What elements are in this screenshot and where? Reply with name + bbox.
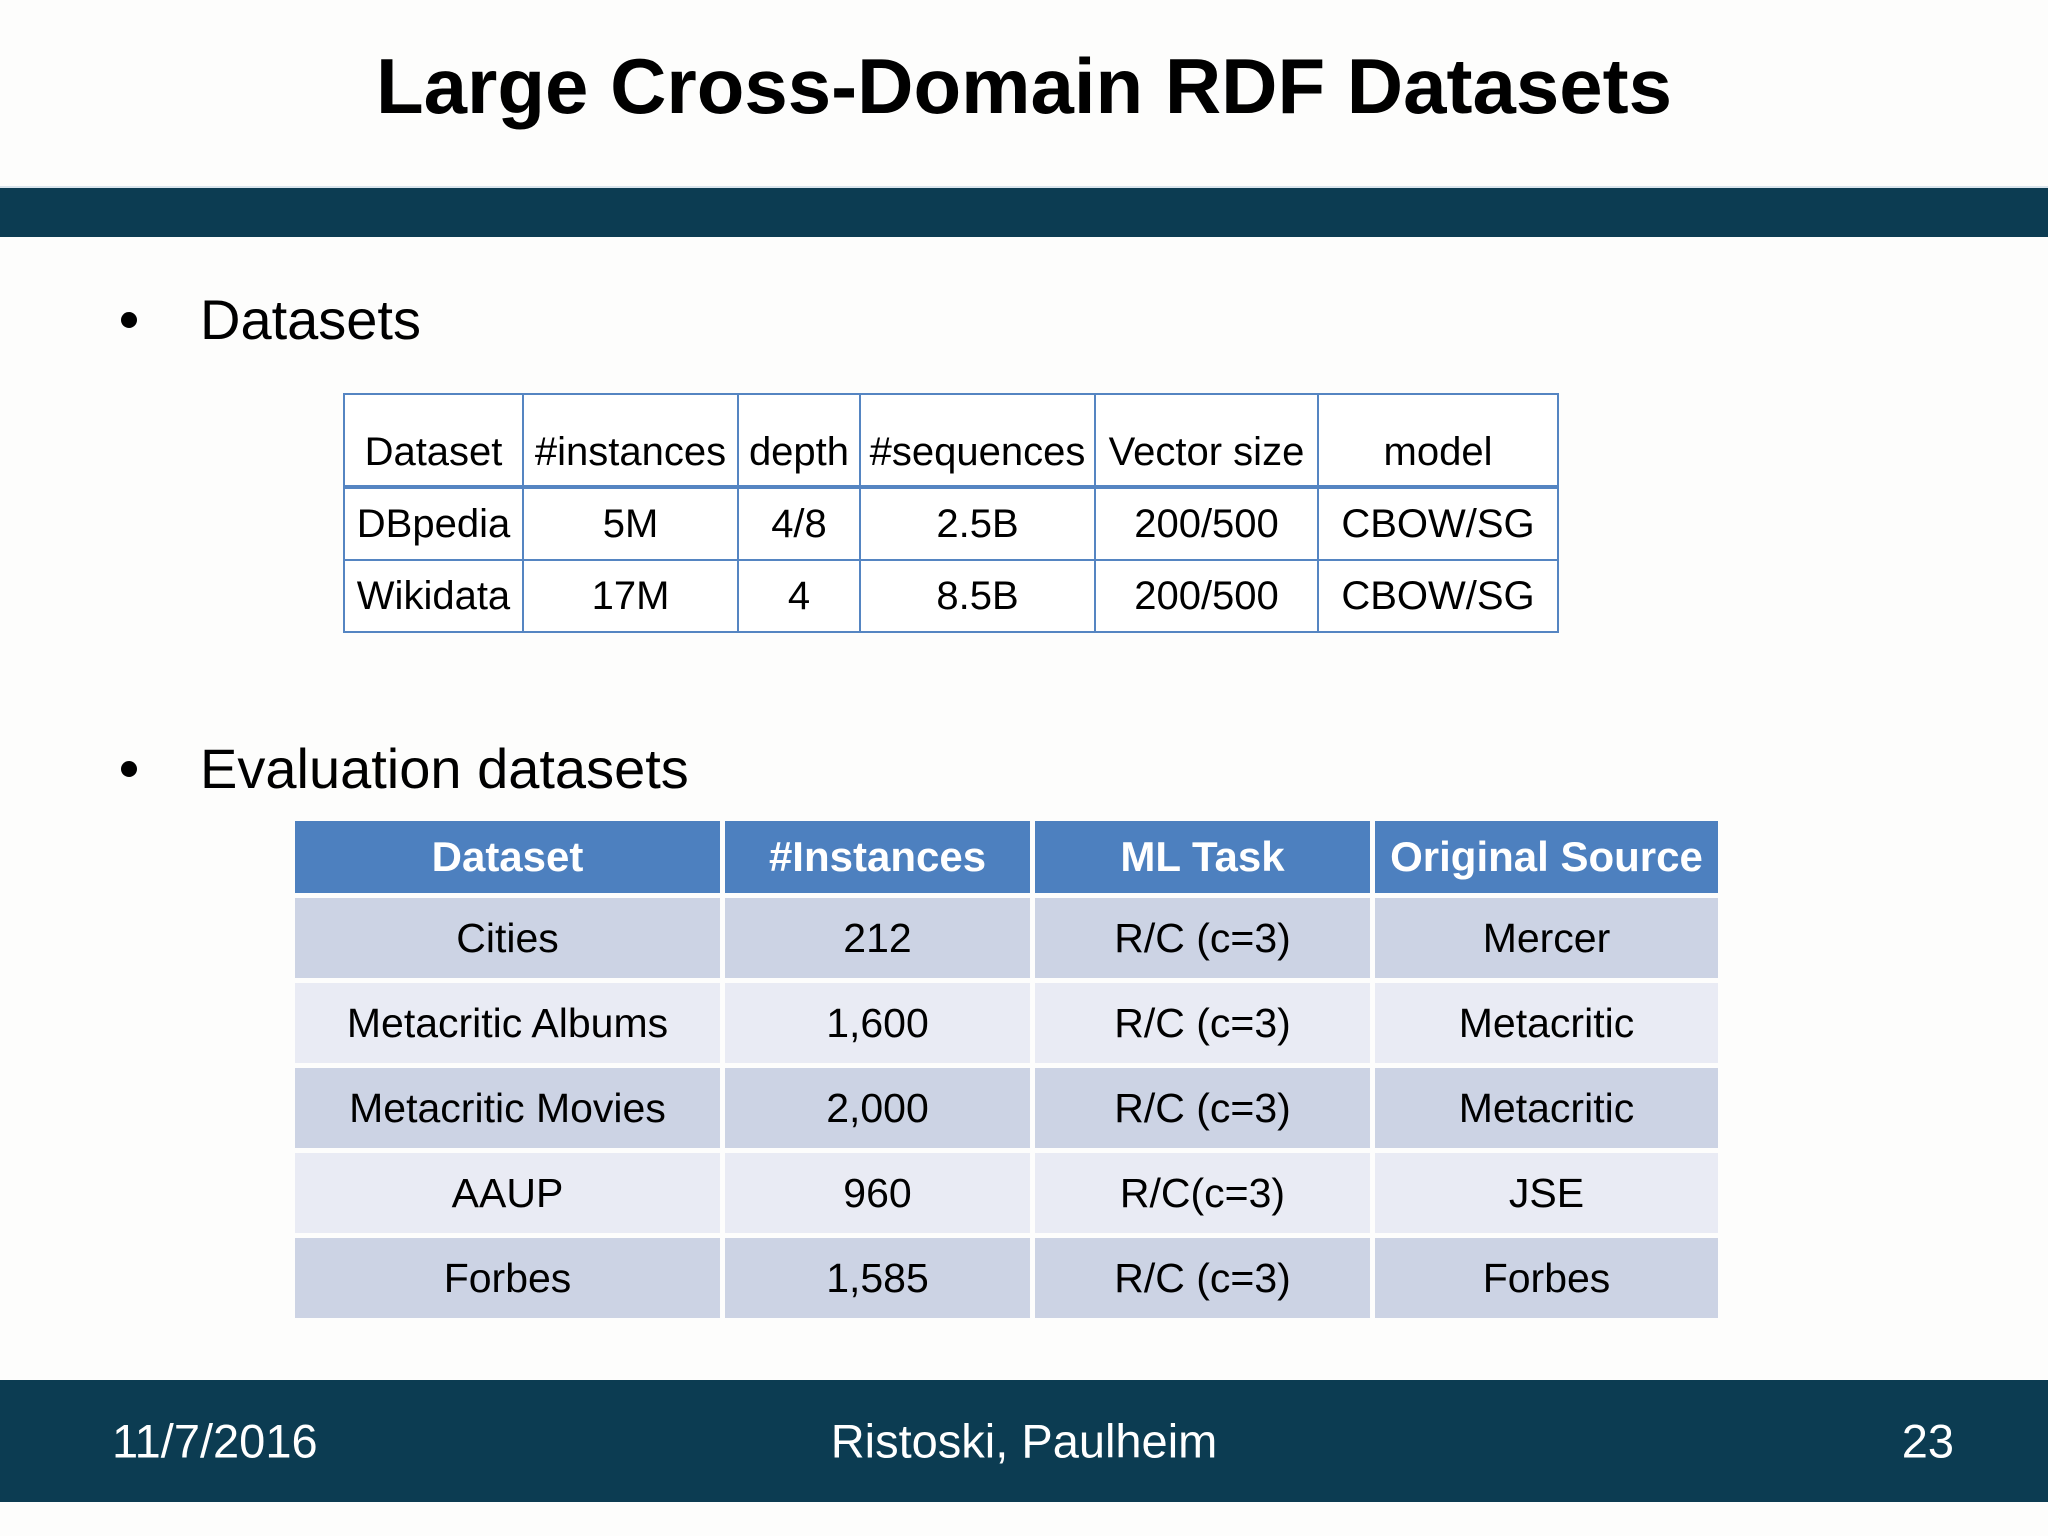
evaluation-table-header-dataset: Dataset [295,821,720,893]
table-cell: AAUP [295,1153,720,1233]
table-cell: 2.5B [859,486,1096,561]
table-cell: R/C (c=3) [1035,983,1370,1063]
table-cell: 212 [725,898,1030,978]
table-cell: JSE [1375,1153,1718,1233]
table-cell: Forbes [1375,1238,1718,1318]
table-cell: 1,585 [725,1238,1030,1318]
datasets-table: Dataset #instances depth #sequences Vect… [343,393,1559,633]
evaluation-datasets-table: Dataset #Instances ML Task Original Sour… [290,816,1723,1323]
evaluation-table-header-row: Dataset #Instances ML Task Original Sour… [295,821,1718,893]
table-cell: 5M [522,486,739,561]
title-divider-band [0,186,2048,237]
table-cell: 1,600 [725,983,1030,1063]
table-cell: Forbes [295,1238,720,1318]
table-cell: Cities [295,898,720,978]
bullet-icon [121,312,137,328]
table-cell: 200/500 [1094,559,1319,633]
evaluation-table-header-instances: #Instances [725,821,1030,893]
table-cell: CBOW/SG [1317,486,1559,561]
bullet-item-datasets: Datasets [121,288,421,352]
table-row-metacritic-movies: Metacritic Movies 2,000 R/C (c=3) Metacr… [295,1068,1718,1148]
footer-authors: Ristoski, Paulheim [830,1414,1218,1468]
datasets-table-header-sequences: #sequences [859,393,1096,489]
evaluation-table-header-ml-task: ML Task [1035,821,1370,893]
table-cell: Wikidata [343,559,524,633]
table-cell: 960 [725,1153,1030,1233]
table-cell: R/C(c=3) [1035,1153,1370,1233]
footer-page-number: 23 [1901,1414,1954,1468]
datasets-table-header-dataset: Dataset [343,393,524,489]
table-cell: Metacritic [1375,1068,1718,1148]
datasets-table-header-instances: #instances [522,393,739,489]
table-cell: 4 [737,559,861,633]
evaluation-table-header-original-source: Original Source [1375,821,1718,893]
table-cell: CBOW/SG [1317,559,1559,633]
datasets-table-header-vector-size: Vector size [1094,393,1319,489]
table-cell: 200/500 [1094,486,1319,561]
table-row-cities: Cities 212 R/C (c=3) Mercer [295,898,1718,978]
bullet-icon [121,761,137,777]
table-row-metacritic-albums: Metacritic Albums 1,600 R/C (c=3) Metacr… [295,983,1718,1063]
table-cell: Metacritic Albums [295,983,720,1063]
datasets-table-header-row: Dataset #instances depth #sequences Vect… [343,393,1559,489]
table-cell: 4/8 [737,486,861,561]
table-cell: Metacritic Movies [295,1068,720,1148]
table-cell: 2,000 [725,1068,1030,1148]
table-row-forbes: Forbes 1,585 R/C (c=3) Forbes [295,1238,1718,1318]
datasets-table-header-model: model [1317,393,1559,489]
footer-bar: 11/7/2016 Ristoski, Paulheim 23 [0,1380,2048,1502]
table-cell: R/C (c=3) [1035,1068,1370,1148]
table-cell: R/C (c=3) [1035,1238,1370,1318]
bullet-datasets-label: Datasets [200,288,421,351]
table-cell: 8.5B [859,559,1096,633]
table-cell: Mercer [1375,898,1718,978]
table-row-wikidata: Wikidata 17M 4 8.5B 200/500 CBOW/SG [343,559,1559,633]
table-row-aaup: AAUP 960 R/C(c=3) JSE [295,1153,1718,1233]
table-cell: Metacritic [1375,983,1718,1063]
bullet-item-evaluation-datasets: Evaluation datasets [121,737,689,801]
datasets-table-header-depth: depth [737,393,861,489]
bullet-evaluation-datasets-label: Evaluation datasets [200,737,689,800]
table-cell: 17M [522,559,739,633]
table-row-dbpedia: DBpedia 5M 4/8 2.5B 200/500 CBOW/SG [343,486,1559,561]
table-cell: R/C (c=3) [1035,898,1370,978]
footer-date: 11/7/2016 [112,1414,318,1468]
page-title: Large Cross-Domain RDF Datasets [376,42,1672,130]
table-cell: DBpedia [343,486,524,561]
